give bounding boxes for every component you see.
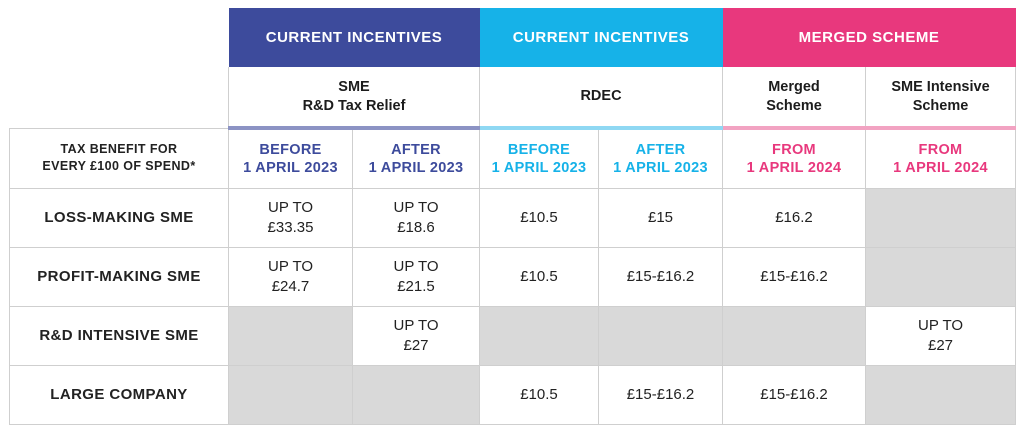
period-intensive-from: FROM 1 APRIL 2024 (865, 127, 1016, 189)
scheme-label-line2: Scheme (912, 97, 969, 114)
value-cell: UP TO £27 (865, 306, 1016, 366)
period-line1: AFTER (635, 142, 686, 158)
value-cell: £15 (598, 188, 723, 248)
not-applicable-cell (865, 247, 1016, 307)
period-line2: 1 APRIL 2024 (746, 160, 842, 176)
period-line1: FROM (918, 142, 963, 158)
not-applicable-cell (722, 306, 866, 366)
row-header-tax-benefit: TAX BENEFIT FOR EVERY £100 OF SPEND* (9, 127, 229, 189)
scheme-label-line2: R&D Tax Relief (302, 97, 406, 114)
scheme-sme-rd-tax-relief: SME R&D Tax Relief (228, 66, 480, 130)
not-applicable-cell (865, 365, 1016, 425)
period-line2: 1 APRIL 2023 (368, 160, 464, 176)
value-cell: £10.5 (479, 247, 599, 307)
table-row-rd-intensive-sme: R&D INTENSIVE SME UP TO £27 UP TO £27 (9, 306, 1016, 366)
period-rdec-after: AFTER 1 APRIL 2023 (598, 127, 723, 189)
value-line1: £15-£16.2 (626, 268, 695, 285)
value-cell: UP TO £21.5 (352, 247, 480, 307)
value-line2: £33.35 (267, 219, 314, 236)
scheme-label-line1: SME (338, 78, 370, 95)
value-line2: £18.6 (397, 219, 435, 236)
value-line1: UP TO (917, 317, 964, 334)
value-cell: £15-£16.2 (598, 365, 723, 425)
period-sme-after: AFTER 1 APRIL 2023 (352, 127, 480, 189)
period-line1: AFTER (391, 142, 441, 158)
period-line1: BEFORE (259, 142, 322, 158)
value-line1: £10.5 (520, 268, 558, 285)
value-cell: £15-£16.2 (722, 365, 866, 425)
value-line2: £24.7 (271, 278, 310, 295)
value-cell: £10.5 (479, 365, 599, 425)
not-applicable-cell (865, 188, 1016, 248)
value-line1: £10.5 (520, 209, 558, 226)
value-line1: £15-£16.2 (626, 386, 695, 403)
period-line1: BEFORE (507, 142, 571, 158)
value-line1: £10.5 (520, 386, 558, 403)
row-header-line2: EVERY £100 OF SPEND* (42, 159, 196, 174)
value-line1: UP TO (267, 199, 314, 216)
value-line1: UP TO (393, 317, 439, 334)
not-applicable-cell (228, 306, 353, 366)
corner-blank-2 (10, 67, 229, 129)
row-header-line1: TAX BENEFIT FOR (60, 142, 178, 157)
row-label: R&D INTENSIVE SME (9, 306, 229, 366)
value-line2: £21.5 (397, 278, 435, 295)
scheme-label-line1: Merged (768, 78, 820, 95)
scheme-merged: Merged Scheme (722, 66, 866, 130)
scheme-label-line1: RDEC (580, 88, 622, 104)
period-merged-from: FROM 1 APRIL 2024 (722, 127, 866, 189)
table-row-loss-making-sme: LOSS-MAKING SME UP TO £33.35 UP TO £18.6 £… (9, 188, 1016, 248)
value-cell: £10.5 (479, 188, 599, 248)
row-label: LOSS-MAKING SME (9, 188, 229, 248)
table-row-large-company: LARGE COMPANY £10.5 £15-£16.2 £15-£16.2 (9, 365, 1016, 425)
period-sme-before: BEFORE 1 APRIL 2023 (228, 127, 353, 189)
value-cell: UP TO £24.7 (228, 247, 353, 307)
corner-blank (10, 8, 229, 67)
period-line2: 1 APRIL 2024 (893, 160, 988, 176)
value-cell: UP TO £27 (352, 306, 480, 366)
period-line2: 1 APRIL 2023 (491, 160, 587, 176)
group-header-current-incentives-rdec: CURRENT INCENTIVES (479, 7, 723, 67)
period-rdec-before: BEFORE 1 APRIL 2023 (479, 127, 599, 189)
not-applicable-cell (479, 306, 599, 366)
value-line1: £15-£16.2 (760, 386, 828, 403)
not-applicable-cell (598, 306, 723, 366)
value-cell: £16.2 (722, 188, 866, 248)
scheme-label-line2: Scheme (766, 97, 822, 114)
value-line1: £15 (647, 209, 674, 226)
value-line1: UP TO (393, 258, 439, 275)
value-line1: £15-£16.2 (760, 268, 828, 285)
value-cell: £15-£16.2 (598, 247, 723, 307)
period-line2: 1 APRIL 2023 (243, 160, 338, 176)
value-cell: UP TO £33.35 (228, 188, 353, 248)
value-line2: £27 (403, 337, 429, 354)
not-applicable-cell (352, 365, 480, 425)
comparison-table: CURRENT INCENTIVES CURRENT INCENTIVES ME… (9, 7, 1016, 425)
row-label: PROFIT-MAKING SME (9, 247, 229, 307)
value-line2: £27 (927, 337, 954, 354)
scheme-sme-intensive: SME Intensive Scheme (865, 66, 1016, 130)
period-line2: 1 APRIL 2023 (613, 160, 708, 176)
scheme-label-line1: SME Intensive (891, 78, 990, 95)
value-line1: UP TO (393, 199, 439, 216)
value-cell: £15-£16.2 (722, 247, 866, 307)
group-header-merged-scheme: MERGED SCHEME (722, 7, 1016, 67)
value-cell: UP TO £18.6 (352, 188, 480, 248)
not-applicable-cell (228, 365, 353, 425)
value-line1: £16.2 (775, 209, 813, 226)
group-header-current-incentives: CURRENT INCENTIVES (228, 7, 480, 67)
scheme-rdec: RDEC (479, 66, 723, 130)
value-line1: UP TO (267, 258, 314, 275)
period-line1: FROM (772, 142, 816, 158)
row-label: LARGE COMPANY (9, 365, 229, 425)
table-row-profit-making-sme: PROFIT-MAKING SME UP TO £24.7 UP TO £21.5 … (9, 247, 1016, 307)
